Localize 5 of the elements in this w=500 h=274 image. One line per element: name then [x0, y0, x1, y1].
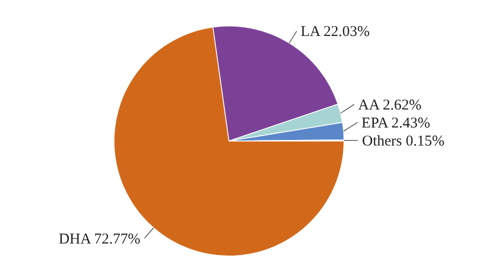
slice-label: EPA 2.43% [362, 115, 430, 132]
slice-label: Others 0.15% [362, 133, 444, 150]
slice-label: AA 2.62% [358, 97, 422, 114]
slice-label: LA 22.03% [300, 24, 370, 40]
slice-label: DHA 72.77% [58, 231, 140, 248]
